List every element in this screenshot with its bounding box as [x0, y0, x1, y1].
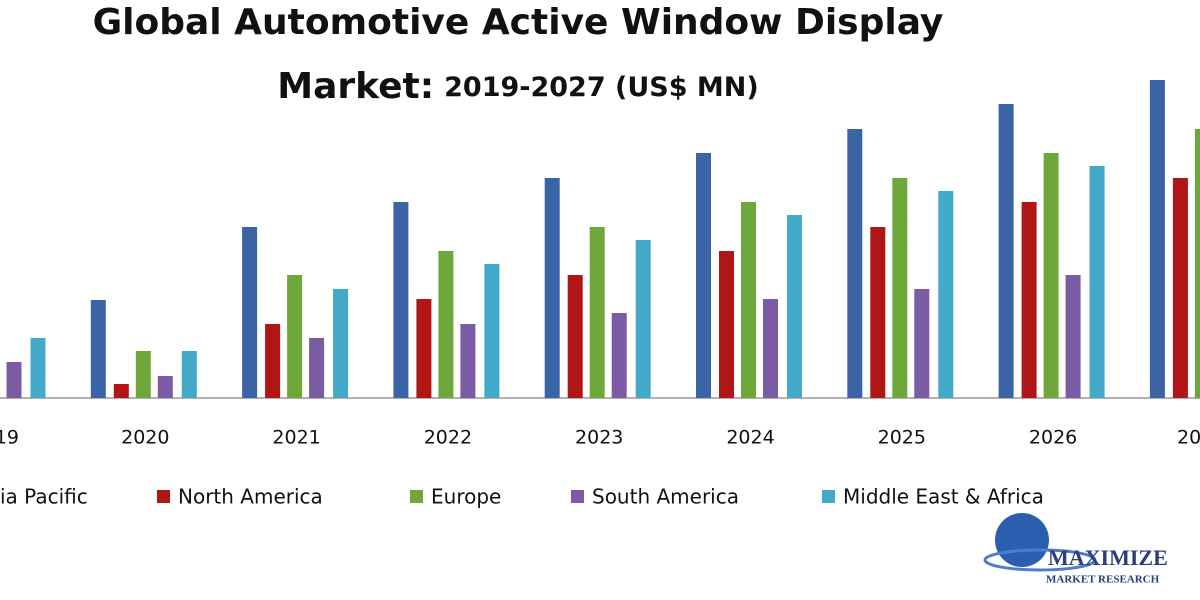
x-tick-label: 19: [0, 427, 19, 449]
bar: [30, 338, 46, 398]
legend-label: Europe: [431, 485, 501, 509]
bar: [544, 178, 560, 398]
bar: [741, 202, 756, 398]
bar: [763, 299, 778, 398]
x-tick-label: 2026: [1029, 427, 1077, 449]
bar: [1065, 275, 1081, 398]
x-tick-label: 2023: [575, 427, 623, 449]
bar: [635, 240, 651, 398]
title-line: Market:: [277, 66, 434, 107]
bar: [787, 215, 802, 398]
legend-label: North America: [178, 485, 323, 509]
bar: [1149, 80, 1165, 398]
chart-title: Global Automotive Active Window Display: [93, 2, 944, 43]
logo-orbit: [983, 548, 1097, 572]
x-tick-label: 2021: [272, 427, 320, 449]
bar: [1043, 153, 1059, 398]
bar: [589, 227, 605, 398]
bar: [309, 338, 325, 398]
legend-swatch: [822, 490, 835, 503]
legend-swatch: [571, 490, 584, 503]
bar: [870, 227, 886, 398]
logo-globe: [995, 513, 1049, 567]
bar: [1021, 202, 1037, 398]
legend-label: Middle East & Africa: [843, 485, 1044, 509]
bar: [90, 300, 106, 398]
bar: [611, 313, 627, 398]
bar: [938, 191, 954, 398]
bar: [892, 178, 908, 398]
chart-title: Market: 2019-2027 (US$ MN): [277, 66, 758, 107]
bar: [416, 299, 432, 398]
bar: [265, 324, 281, 398]
bar: [242, 227, 258, 398]
x-tick-label: 2024: [726, 427, 774, 449]
title-line: 2019-2027 (US$ MN): [444, 72, 759, 103]
bar: [393, 202, 409, 398]
bar: [6, 362, 22, 398]
title-line: Global Automotive Active Window Display: [93, 2, 944, 43]
logo-text: MAXIMIZE: [1048, 545, 1168, 570]
bar: [696, 153, 711, 398]
legend-label: South America: [592, 485, 739, 509]
bar: [567, 275, 583, 398]
bar: [460, 324, 476, 398]
bar: [998, 104, 1014, 398]
bar: [333, 289, 349, 398]
bar: [914, 289, 930, 398]
bar: [484, 264, 500, 398]
legend-swatch: [157, 490, 170, 503]
x-tick-label: 2020: [121, 427, 169, 449]
logo-subtext: MARKET RESEARCH: [1046, 574, 1160, 586]
logo: MAXIMIZE MARKET RESEARCH: [983, 513, 1168, 586]
legend-label: ia Pacific: [0, 485, 88, 509]
bar: [157, 376, 173, 398]
bar: [1089, 166, 1105, 398]
bar: [113, 384, 129, 398]
x-tick-label: 2025: [878, 427, 926, 449]
bar: [135, 351, 151, 398]
x-tick-label: 2022: [424, 427, 472, 449]
bar: [1194, 129, 1200, 398]
x-tick-label: 20: [1177, 427, 1200, 449]
bar: [181, 351, 197, 398]
bar: [719, 251, 734, 398]
bar: [287, 275, 303, 398]
legend-swatch: [410, 490, 423, 503]
bar: [847, 129, 863, 398]
bar: [1172, 178, 1188, 398]
bar: [438, 251, 454, 398]
